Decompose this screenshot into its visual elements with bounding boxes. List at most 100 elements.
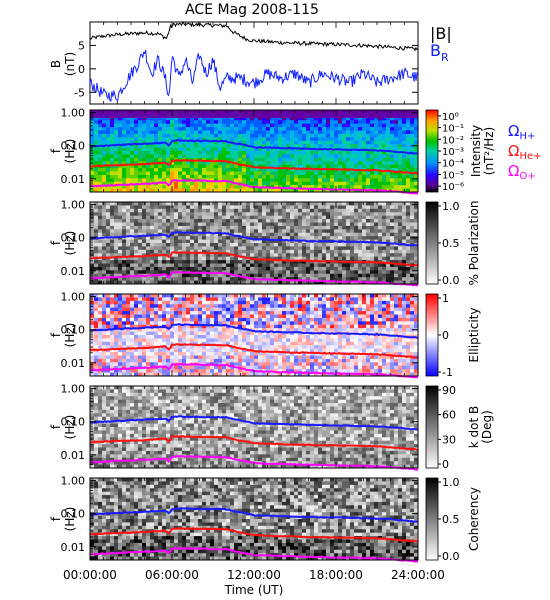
heatmap-cell (142, 260, 147, 264)
heatmap-cell (402, 205, 407, 210)
heatmap-cell (302, 188, 307, 193)
heatmap-cell (302, 140, 307, 145)
heatmap-cell (142, 212, 147, 217)
heatmap-cell (242, 256, 247, 261)
heatmap-cell (322, 144, 327, 148)
heatmap-cell (358, 270, 363, 275)
heatmap-cell (222, 161, 227, 166)
heatmap-cell (362, 120, 367, 125)
heatmap-cell (330, 246, 335, 251)
heatmap-cell (182, 311, 187, 315)
heatmap-cell (150, 239, 155, 244)
heatmap-cell (146, 311, 151, 315)
heatmap-cell (118, 324, 123, 329)
heatmap-cell (130, 185, 135, 189)
heatmap-cell (126, 232, 131, 237)
heatmap-cell (162, 219, 167, 223)
heatmap-cell (158, 328, 163, 332)
heatmap-cell (326, 116, 331, 121)
heatmap-cell (218, 140, 223, 145)
heatmap-cell (378, 120, 383, 125)
heatmap-cell (106, 365, 111, 370)
heatmap-cell (238, 174, 243, 179)
heatmap-cell (386, 178, 391, 183)
heatmap-cell (166, 311, 171, 315)
heatmap-cell (158, 266, 163, 271)
heatmap-cell (302, 154, 307, 159)
heatmap-cell (198, 297, 203, 302)
heatmap-cell (138, 280, 143, 285)
heatmap-cell (390, 280, 395, 285)
heatmap-cell (94, 335, 99, 339)
heatmap-cell (174, 277, 179, 281)
heatmap-cell (170, 120, 175, 125)
heatmap-cell (158, 297, 163, 302)
heatmap-cell (102, 362, 107, 367)
heatmap-cell (298, 253, 303, 258)
heatmap-cell (246, 215, 251, 220)
heatmap-cell (106, 249, 111, 254)
heatmap-cell (318, 256, 323, 261)
heatmap-cell (118, 225, 123, 230)
heatmap-cell (282, 280, 287, 285)
heatmap-cell (154, 256, 159, 261)
heatmap-cell (94, 222, 99, 227)
heatmap-cell (194, 215, 199, 220)
heatmap-cell (402, 130, 407, 135)
heatmap-cell (394, 205, 399, 210)
heatmap-cell (198, 331, 203, 336)
heatmap-cell (146, 140, 151, 145)
heatmap-cell (414, 133, 419, 138)
heatmap-cell (354, 123, 359, 128)
heatmap-cell (146, 307, 151, 312)
heatmap-cell (142, 266, 147, 271)
heatmap-cell (162, 341, 167, 346)
heatmap-cell (170, 239, 175, 244)
heatmap-cell (226, 188, 231, 193)
heatmap-cell (398, 280, 403, 285)
heatmap-cell (394, 168, 399, 172)
heatmap-cell (174, 294, 179, 298)
intensity-colorbar-tick-label: 10⁻⁶ (442, 182, 464, 193)
heatmap-cell (174, 300, 179, 305)
heatmap-cell (98, 273, 103, 278)
heatmap-cell (126, 239, 131, 244)
heatmap-cell (402, 123, 407, 128)
heatmap-cell (206, 157, 211, 162)
heatmap-cell (90, 140, 95, 145)
heatmap-cell (210, 219, 215, 223)
heatmap-cell (358, 116, 363, 121)
heatmap-cell (374, 185, 379, 189)
heatmap-cell (94, 202, 99, 206)
heatmap-cell (210, 120, 215, 125)
heatmap-cell (342, 236, 347, 240)
heatmap-cell (270, 260, 275, 264)
heatmap-cell (250, 140, 255, 145)
heatmap-cell (294, 243, 299, 247)
heatmap-cell (286, 171, 291, 176)
heatmap-cell (106, 253, 111, 258)
heatmap-cell (254, 232, 259, 237)
heatmap-cell (194, 225, 199, 230)
heatmap-cell (194, 307, 199, 312)
heatmap-cell (210, 314, 215, 319)
heatmap-cell (234, 236, 239, 240)
heatmap-cell (206, 266, 211, 271)
heatmap-cell (310, 236, 315, 240)
heatmap-cell (254, 249, 259, 254)
heatmap-cell (258, 260, 263, 264)
heatmap-cell (378, 222, 383, 227)
heatmap-cell (182, 297, 187, 302)
heatmap-cell (122, 331, 127, 336)
heatmap-cell (170, 321, 175, 326)
heatmap-cell (414, 266, 419, 271)
heatmap-cell (378, 243, 383, 247)
heatmap-cell (106, 311, 111, 315)
heatmap-cell (142, 157, 147, 162)
heatmap-cell (294, 116, 299, 121)
heatmap-cell (386, 225, 391, 230)
heatmap-cell (254, 243, 259, 247)
heatmap-cell (114, 239, 119, 244)
heatmap-cell (142, 215, 147, 220)
heatmap-cell (294, 208, 299, 213)
